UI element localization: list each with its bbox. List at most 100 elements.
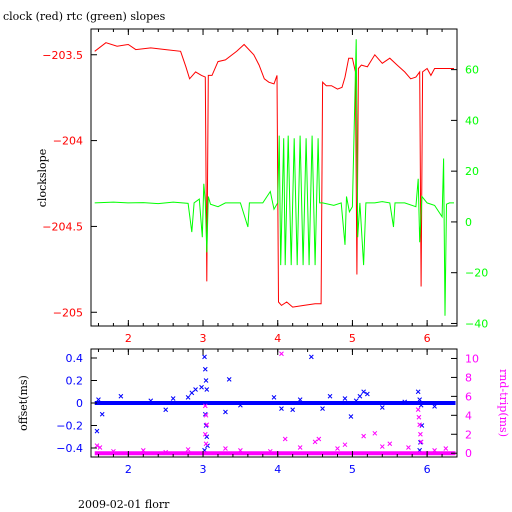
- offset-point: [170, 396, 176, 401]
- rnd-trip-point: [415, 407, 421, 412]
- offset-y2-tick-label: 8: [465, 371, 472, 384]
- rnd-trip-point: [267, 448, 273, 454]
- rnd-trip-point: [203, 412, 209, 418]
- offset-point: [290, 407, 296, 413]
- offset-point: [402, 399, 408, 405]
- offset-point: [379, 405, 385, 410]
- rnd-trip-point: [185, 447, 191, 452]
- footer-date-user: 2009-02-01 florr: [78, 498, 170, 511]
- offset-point: [415, 389, 421, 395]
- slopes-y-tick-label: −205: [53, 306, 83, 319]
- rnd-trip-point: [418, 439, 424, 445]
- offset-point: [348, 414, 354, 419]
- offset-point: [204, 387, 210, 392]
- offset-y-tick-label: 0.4: [66, 352, 84, 365]
- offset-point: [432, 404, 437, 409]
- offset-y-tick-label: 0: [76, 397, 83, 410]
- rnd-trip-point: [387, 441, 393, 447]
- slopes-y-tick-label: −204.5: [42, 220, 83, 233]
- rnd-trip-point: [279, 351, 284, 357]
- slopes-y2-tick-label: 60: [465, 64, 479, 77]
- rnd-trip-point: [418, 431, 423, 437]
- slopes-series-layer: [94, 39, 454, 316]
- offset-point: [418, 402, 424, 408]
- offset-point: [279, 406, 284, 411]
- rndtrip-y-axis-label: rnd-trip(ms): [497, 369, 510, 437]
- offset-point: [342, 396, 348, 401]
- offset-y2-tick-label: 4: [465, 409, 472, 422]
- rnd-trip-point: [372, 430, 378, 436]
- offset-point: [96, 397, 101, 402]
- offset-series-layer: [94, 351, 456, 456]
- offset-point: [320, 406, 325, 411]
- slopes-y-tick-label: −203.5: [42, 49, 83, 62]
- offset-point: [118, 393, 124, 399]
- offset-point: [94, 428, 100, 434]
- chart-title: clock (red) rtc (green) slopes: [3, 10, 166, 23]
- clock-series-line: [94, 42, 454, 308]
- rnd-trip-point: [406, 445, 411, 450]
- rnd-trip-point: [204, 422, 210, 428]
- rtc-series-line: [94, 39, 454, 316]
- rnd-trip-point: [163, 449, 169, 455]
- offset-x-tick-label: 4: [274, 463, 281, 476]
- offset-point: [353, 398, 359, 404]
- slopes-y2-tick-label: −40: [465, 317, 488, 330]
- rnd-trip-point: [432, 448, 437, 453]
- rnd-trip-point: [238, 448, 243, 453]
- slopes-ticks-layer: 2 3 4 5 6 −203.5 −204 −204.5 −205 60 40 20 0 −20 −40: [42, 29, 488, 345]
- rnd-trip-point: [335, 446, 340, 451]
- offset-y2-tick-label: 2: [465, 428, 472, 441]
- slopes-y2-tick-label: 0: [465, 216, 472, 229]
- slopes-panel: 2 3 4 5 6 −203.5 −204 −204.5 −205 60 40 20 0 −20 −40 c…: [36, 28, 488, 345]
- rnd-trip-point: [342, 442, 348, 448]
- offset-point: [203, 378, 209, 383]
- offset-point: [204, 434, 210, 440]
- slopes-x-tick-label: 6: [424, 332, 431, 345]
- offset-point: [202, 366, 208, 372]
- slopes-x-tick-label: 3: [200, 332, 207, 345]
- rnd-trip-point: [202, 431, 208, 437]
- offset-point: [189, 390, 195, 396]
- rnd-trip-point: [97, 445, 103, 450]
- rnd-trip-point: [203, 441, 209, 447]
- rnd-trip-point: [111, 448, 116, 454]
- slopes-y-axis-label: clockslope: [36, 149, 49, 207]
- rnd-trip-point: [443, 446, 449, 451]
- rnd-trip-point: [312, 439, 318, 445]
- offset-y-tick-label: −0.2: [56, 420, 83, 433]
- offset-point: [99, 411, 105, 417]
- offset-point: [357, 393, 363, 399]
- rnd-trip-point: [297, 445, 303, 450]
- offset-point: [223, 409, 228, 415]
- slopes-y-tick-label: −204: [53, 135, 83, 148]
- slopes-plot-frame: [90, 28, 458, 327]
- rnd-trip-point: [94, 443, 100, 448]
- offset-point: [361, 389, 366, 395]
- rnd-trip-point: [416, 414, 422, 420]
- offset-point: [297, 397, 303, 402]
- offset-point: [226, 377, 232, 382]
- offset-point: [365, 391, 370, 397]
- offset-point: [193, 387, 198, 392]
- offset-x-tick-label: 5: [349, 463, 356, 476]
- offset-y-axis-label: offset(ms): [17, 375, 30, 431]
- slopes-y2-tick-label: −20: [465, 267, 488, 280]
- offset-y-tick-label: −0.4: [56, 442, 83, 455]
- slopes-y2-tick-label: 20: [465, 165, 479, 178]
- offset-point: [327, 393, 333, 399]
- rnd-trip-point: [361, 433, 366, 439]
- slopes-y2-tick-label: 40: [465, 114, 479, 127]
- rnd-trip-point: [417, 422, 423, 428]
- offset-point: [238, 402, 243, 408]
- offset-y2-tick-label: 0: [465, 447, 472, 460]
- slopes-x-tick-label: 4: [274, 332, 281, 345]
- rnd-trip-point: [140, 448, 146, 453]
- offset-y2-tick-label: 6: [465, 390, 472, 403]
- rnd-trip-point: [223, 446, 228, 451]
- offset-point: [199, 384, 204, 390]
- rnd-trip-point: [379, 444, 385, 449]
- offset-panel: 2 3 4 5 6 0.4 0.2 0 −0.2 −0.4 10 8 6 4 2 0 offset(ms) r…: [17, 348, 510, 476]
- offset-point: [185, 395, 191, 400]
